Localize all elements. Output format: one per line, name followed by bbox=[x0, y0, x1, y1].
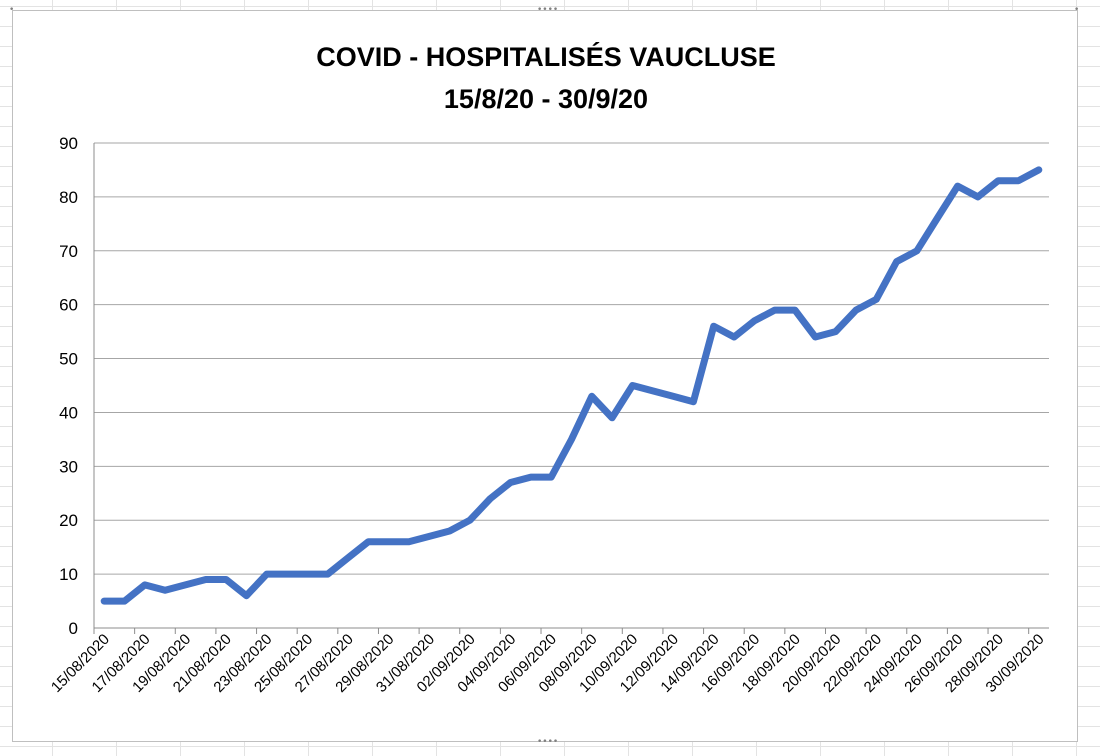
series-line bbox=[100, 166, 1043, 605]
resize-handle-top[interactable]: •••• bbox=[537, 5, 559, 15]
resize-handle-bottom[interactable]: •••• bbox=[537, 737, 559, 747]
gridlines bbox=[94, 142, 1049, 575]
y-tick-label: 20 bbox=[59, 511, 78, 530]
y-tick-label: 0 bbox=[69, 619, 78, 638]
chart-area[interactable] bbox=[12, 10, 1078, 742]
resize-handle-top-left[interactable]: • bbox=[9, 5, 15, 15]
y-tick-label: 90 bbox=[59, 134, 78, 153]
y-tick-label: 80 bbox=[59, 188, 78, 207]
y-tick-label: 40 bbox=[59, 403, 78, 422]
y-tick-label: 10 bbox=[59, 565, 78, 584]
y-tick-label: 60 bbox=[59, 296, 78, 315]
y-tick-label: 70 bbox=[59, 242, 78, 261]
y-axis-tick-labels: 0 10 20 30 40 50 60 70 80 90 bbox=[59, 134, 78, 638]
chart-title: COVID - HOSPITALISÉS VAUCLUSE bbox=[316, 41, 776, 72]
series-layer bbox=[100, 166, 1043, 605]
chart-subtitle: 15/8/20 - 30/9/20 bbox=[444, 84, 648, 114]
y-tick-label: 50 bbox=[59, 350, 78, 369]
y-tick-label: 30 bbox=[59, 457, 78, 476]
axes bbox=[93, 143, 1049, 634]
x-axis-tick-labels: 15/08/202017/08/202019/08/202021/08/2020… bbox=[48, 631, 1048, 696]
resize-handle-top-right[interactable]: • bbox=[1074, 5, 1080, 15]
